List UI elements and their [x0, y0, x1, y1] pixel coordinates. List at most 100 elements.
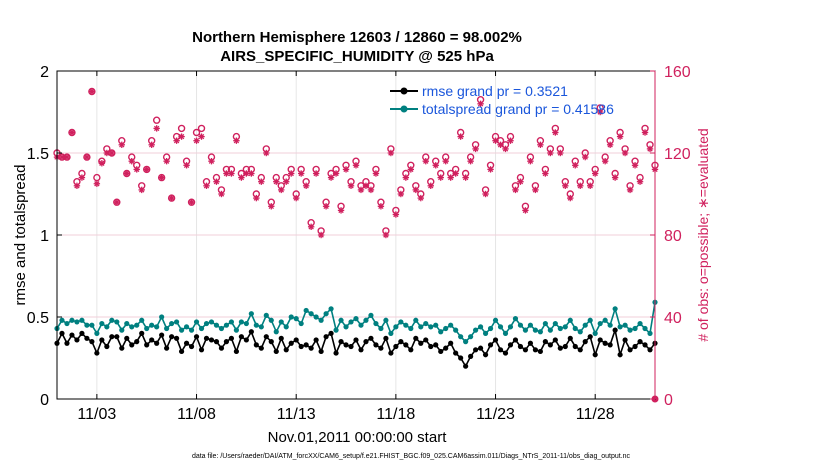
obs-evaluated-point	[442, 158, 449, 165]
obs-evaluated-stroke	[567, 195, 573, 201]
rmse-point	[258, 345, 264, 351]
obs-evaluated-stroke	[492, 138, 499, 144]
obs-evaluated-stroke	[637, 179, 643, 185]
obs-evaluated-stroke	[462, 174, 469, 181]
obs-evaluated-point	[372, 170, 380, 177]
spread-point	[632, 325, 638, 332]
spread-point	[453, 327, 459, 333]
spread-point	[542, 320, 548, 327]
obs-evaluated-stroke	[59, 154, 65, 160]
spread-point	[198, 325, 205, 332]
spread-point	[502, 330, 509, 336]
obs-evaluated-stroke	[203, 183, 210, 189]
y2-tick-label: 40	[664, 310, 682, 327]
obs-evaluated-point	[472, 145, 479, 153]
obs-evaluated-point	[447, 174, 454, 181]
obs-evaluated-point	[482, 190, 489, 198]
rmse-point	[517, 343, 524, 350]
x-tick-label: 11/18	[376, 406, 415, 423]
obs-evaluated-point	[113, 199, 120, 206]
obs-evaluated-point	[273, 178, 280, 185]
spread-point	[333, 327, 339, 333]
obs-evaluated-point	[158, 174, 165, 181]
axis-ticks: 11/03 11/08 11/13 11/18 11/23 11/28 0 0.5 1 1.5 2 0…	[27, 64, 691, 423]
obs-evaluated-stroke	[148, 142, 155, 148]
rmse-point	[308, 345, 314, 351]
obs-evaluated-point	[522, 207, 529, 214]
spread-point	[567, 317, 573, 323]
rmse-point	[343, 342, 349, 348]
obs-evaluated-stroke	[642, 129, 648, 136]
legend-spread-marker	[400, 105, 408, 113]
obs-evaluated-point	[203, 182, 210, 189]
rmse-point	[178, 348, 185, 355]
obs-evaluated-point	[542, 170, 549, 177]
obs-evaluated-stroke	[433, 162, 439, 168]
obs-evaluated-stroke	[477, 101, 484, 107]
spread-point	[438, 329, 444, 335]
spread-point	[89, 322, 95, 328]
rmse-point	[532, 347, 539, 353]
obs-evaluated-stroke	[74, 183, 80, 189]
obs-possible-point	[152, 116, 161, 124]
y2-tick-label: 80	[664, 228, 682, 245]
obs-evaluated-stroke	[273, 179, 279, 185]
obs-evaluated-stroke	[99, 160, 105, 166]
obs-evaluated-stroke	[577, 183, 583, 189]
obs-evaluated-point	[367, 186, 375, 194]
rmse-point	[64, 340, 70, 346]
spread-point	[228, 319, 235, 325]
obs-evaluated-point	[108, 149, 116, 157]
rmse-point	[193, 334, 200, 340]
rmse-point	[443, 345, 449, 351]
rmse-point	[164, 345, 170, 351]
obs-evaluated-stroke	[268, 203, 274, 209]
obs-evaluated-stroke	[443, 158, 449, 164]
rmse-point	[134, 339, 140, 345]
rmse-point	[403, 342, 409, 348]
spread-point	[517, 322, 524, 328]
obs-evaluated-point	[417, 194, 424, 202]
obs-evaluated-stroke	[617, 133, 623, 140]
obs-evaluated-stroke	[258, 179, 265, 185]
rmse-point	[627, 347, 633, 353]
rmse-point	[278, 335, 284, 341]
obs-evaluated-stroke	[607, 142, 613, 148]
obs-possible-point	[192, 128, 201, 137]
rmse-point	[358, 347, 364, 353]
rmse-point	[537, 348, 543, 355]
spread-point	[443, 325, 449, 332]
obs-evaluated-point	[437, 174, 444, 181]
spread-point	[388, 330, 394, 336]
spread-point	[418, 324, 424, 330]
obs-evaluated-stroke	[452, 170, 459, 177]
obs-evaluated-stroke	[527, 158, 534, 164]
spread-point	[602, 317, 608, 323]
obs-evaluated-stroke	[447, 174, 454, 181]
obs-evaluated-stroke	[79, 174, 85, 181]
obs-evaluated-stroke	[114, 199, 120, 205]
obs-evaluated-stroke	[457, 133, 464, 140]
x-tick-label: 11/13	[277, 406, 316, 423]
rmse-point	[497, 347, 504, 353]
obs-evaluated-point	[601, 158, 609, 165]
rmse-point	[423, 337, 429, 343]
spread-point	[268, 317, 274, 323]
obs-evaluated-stroke	[487, 166, 494, 173]
obs-evaluated-point	[382, 231, 390, 239]
obs-evaluated-stroke	[522, 207, 529, 214]
obs-evaluated-stroke	[243, 170, 250, 177]
obs-evaluated-point	[163, 158, 170, 165]
rmse-point	[228, 335, 235, 341]
rmse-point	[248, 329, 254, 335]
rmse-point	[597, 337, 603, 343]
rmse-point	[512, 337, 519, 343]
obs-evaluated-stroke	[597, 109, 603, 115]
spread-point	[308, 311, 314, 317]
spread-point	[612, 306, 618, 312]
y2-tick-label: 160	[664, 64, 691, 81]
spread-point	[482, 330, 489, 336]
obs-evaluated-point	[497, 141, 504, 148]
obs-evaluated-stroke	[278, 187, 284, 193]
obs-evaluated-point	[337, 207, 345, 214]
